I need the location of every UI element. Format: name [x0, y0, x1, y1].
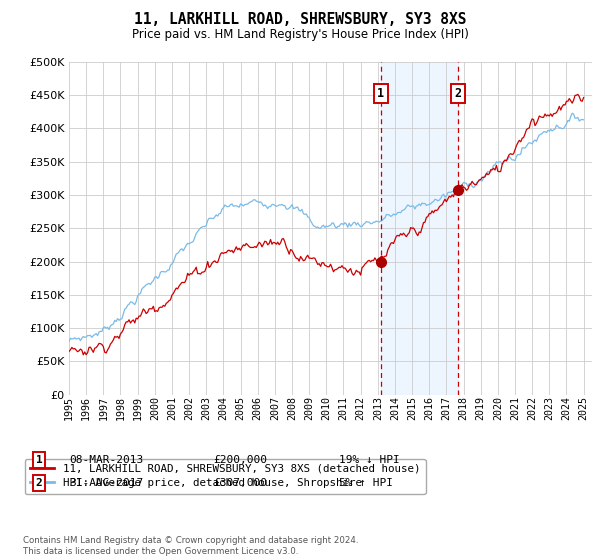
Text: 11, LARKHILL ROAD, SHREWSBURY, SY3 8XS: 11, LARKHILL ROAD, SHREWSBURY, SY3 8XS: [134, 12, 466, 27]
Bar: [381, 62, 458, 395]
Text: 08-MAR-2013: 08-MAR-2013: [69, 455, 143, 465]
Text: 19% ↓ HPI: 19% ↓ HPI: [339, 455, 400, 465]
Text: 2: 2: [454, 87, 461, 100]
Text: £200,000: £200,000: [213, 455, 267, 465]
Text: 31-AUG-2017: 31-AUG-2017: [69, 478, 143, 488]
Text: Contains HM Land Registry data © Crown copyright and database right 2024.
This d: Contains HM Land Registry data © Crown c…: [23, 536, 358, 556]
Text: 5% ↑ HPI: 5% ↑ HPI: [339, 478, 393, 488]
Text: Price paid vs. HM Land Registry's House Price Index (HPI): Price paid vs. HM Land Registry's House …: [131, 28, 469, 41]
Text: £307,000: £307,000: [213, 478, 267, 488]
Text: 2: 2: [35, 478, 43, 488]
Legend: 11, LARKHILL ROAD, SHREWSBURY, SY3 8XS (detached house), HPI: Average price, det: 11, LARKHILL ROAD, SHREWSBURY, SY3 8XS (…: [25, 459, 425, 494]
Text: 1: 1: [377, 87, 385, 100]
Text: 1: 1: [35, 455, 43, 465]
